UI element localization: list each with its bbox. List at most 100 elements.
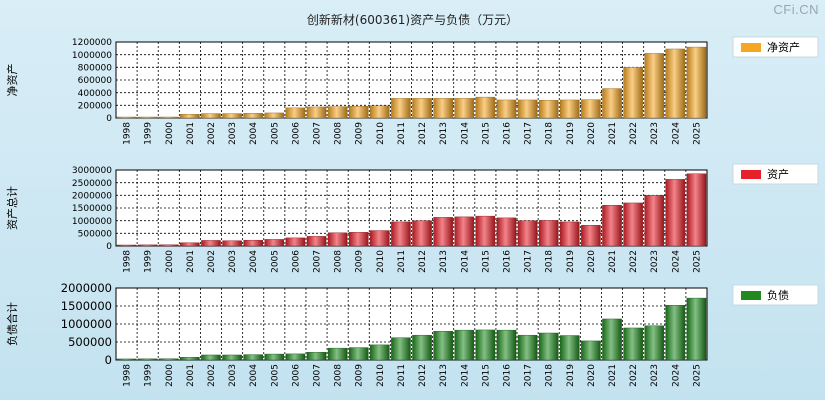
x-tick-label: 2004 — [249, 122, 259, 145]
bar-2008 — [327, 347, 348, 361]
y-tick-label: 2000000 — [72, 191, 112, 201]
x-tick-label: 2014 — [460, 122, 470, 145]
bar-2000 — [159, 358, 179, 361]
x-tick-label: 2007 — [313, 122, 323, 145]
x-tick-label: 2003 — [228, 122, 238, 145]
y-tick-label: 2500000 — [72, 179, 112, 189]
y-tick-label: 1500000 — [61, 299, 112, 313]
x-tick-label: 2023 — [650, 250, 660, 273]
x-tick-label: 2015 — [481, 250, 491, 273]
bar-2019 — [560, 221, 580, 247]
x-tick-label: 2007 — [313, 364, 323, 387]
bar-2003 — [222, 240, 242, 247]
y-tick-label: 500000 — [68, 335, 112, 349]
bar-2012 — [412, 334, 432, 361]
x-tick-label: 2017 — [524, 250, 534, 273]
x-tick-label: 2001 — [186, 122, 196, 145]
bar-2019 — [560, 99, 580, 119]
x-tick-label: 2012 — [418, 364, 428, 387]
y-tick-label: 0 — [106, 242, 112, 252]
bar-2003 — [222, 354, 242, 361]
bar-2017 — [517, 99, 538, 119]
legend: 负债 — [732, 284, 819, 306]
x-tick-label: 2001 — [186, 250, 196, 273]
x-tick-label: 2019 — [566, 122, 576, 145]
legend: 净资产 — [732, 36, 819, 58]
bar-2020 — [581, 340, 601, 361]
bar-2002 — [201, 354, 221, 361]
bar-2006 — [285, 237, 306, 247]
x-tick-label: 2020 — [587, 122, 597, 145]
y-tick-label: 1200000 — [72, 38, 112, 48]
x-tick-label: 2016 — [502, 122, 512, 145]
bar-2025 — [686, 173, 707, 247]
x-tick-label: 2021 — [608, 364, 618, 387]
x-tick-label: 2021 — [608, 250, 618, 273]
x-tick-label: 2002 — [207, 250, 217, 273]
legend-label: 负债 — [767, 288, 789, 302]
y-axis-label: 负债合计 — [5, 302, 19, 346]
bar-2008 — [327, 232, 348, 247]
x-tick-label: 2000 — [165, 364, 175, 387]
x-tick-label: 2002 — [207, 364, 217, 387]
x-tick-label: 2017 — [524, 122, 534, 145]
bar-2024 — [665, 305, 686, 361]
bar-2009 — [348, 347, 369, 361]
bar-1999 — [137, 358, 158, 361]
x-tick-label: 2025 — [692, 122, 702, 145]
bar-2011 — [391, 98, 411, 119]
x-tick-label: 1998 — [123, 364, 133, 387]
x-tick-label: 2023 — [650, 364, 660, 387]
bar-2001 — [180, 357, 200, 361]
bar-2017 — [517, 220, 538, 247]
bar-2012 — [412, 220, 432, 247]
bar-2009 — [348, 232, 369, 247]
x-tick-label: 2000 — [165, 122, 175, 145]
y-axis-label: 资产总计 — [5, 186, 19, 230]
bar-2013 — [433, 98, 453, 119]
bar-2015 — [475, 329, 496, 361]
x-tick-label: 2007 — [313, 250, 323, 273]
bar-2012 — [412, 98, 432, 119]
x-tick-label: 2005 — [270, 122, 280, 145]
x-tick-label: 2004 — [249, 364, 259, 387]
bar-1999 — [137, 244, 158, 247]
bar-2016 — [496, 217, 517, 247]
bar-2021 — [602, 88, 622, 119]
bar-2018 — [538, 220, 559, 247]
bar-2004 — [243, 113, 263, 119]
x-tick-label: 2018 — [545, 364, 555, 387]
y-tick-label: 2000000 — [61, 281, 112, 295]
y-tick-label: 800000 — [78, 63, 113, 73]
bar-2015 — [475, 96, 496, 119]
y-tick-label: 1500000 — [72, 204, 112, 214]
y-tick-label: 1000000 — [61, 317, 112, 331]
chart-title: 创新新材(600361)资产与负债（万元） — [306, 13, 519, 27]
bar-2001 — [180, 242, 200, 247]
x-tick-label: 2010 — [376, 364, 386, 387]
x-tick-label: 2009 — [355, 250, 365, 273]
x-tick-label: 2015 — [481, 122, 491, 145]
x-tick-label: 2020 — [587, 250, 597, 273]
bar-1998 — [116, 116, 137, 119]
bar-2017 — [517, 334, 538, 361]
bar-2000 — [159, 116, 179, 119]
bar-2004 — [243, 354, 263, 361]
bar-2021 — [602, 205, 622, 247]
x-tick-label: 2006 — [291, 250, 301, 273]
bar-2000 — [159, 244, 179, 247]
x-tick-label: 2014 — [460, 250, 470, 273]
bar-2005 — [264, 239, 285, 247]
bar-2021 — [602, 318, 622, 361]
bar-2007 — [306, 236, 327, 247]
bar-2007 — [306, 352, 327, 361]
x-tick-label: 1999 — [144, 122, 154, 145]
x-tick-label: 2004 — [249, 250, 259, 273]
x-tick-label: 2020 — [587, 364, 597, 387]
x-tick-label: 2024 — [671, 250, 681, 273]
bar-2022 — [623, 67, 643, 119]
legend-swatch — [741, 43, 761, 52]
y-tick-label: 1000000 — [72, 51, 112, 61]
bar-2018 — [538, 100, 559, 119]
bar-2020 — [581, 225, 601, 247]
